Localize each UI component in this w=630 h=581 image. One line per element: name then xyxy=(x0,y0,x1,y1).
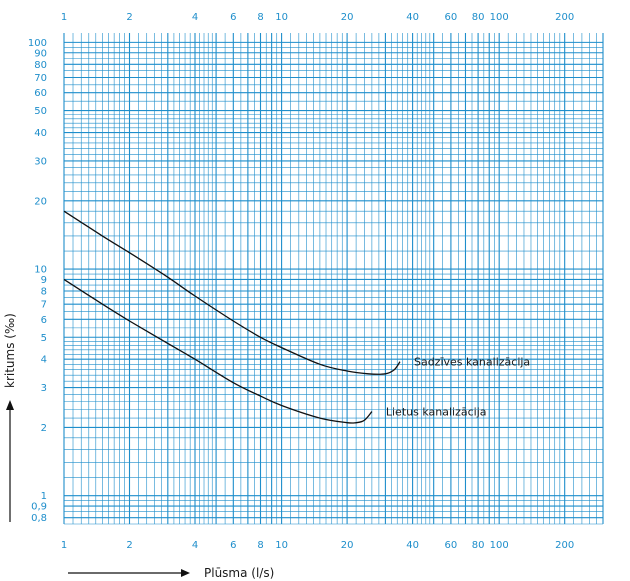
y-tick-label: 2 xyxy=(41,423,47,434)
y-tick-label: 80 xyxy=(34,60,47,71)
x-tick-label: 60 xyxy=(445,540,458,551)
x-tick-label: 60 xyxy=(445,12,458,23)
y-tick-label: 4 xyxy=(41,355,47,366)
series-line-sadzives xyxy=(63,210,401,375)
series-labels: Sadzīves kanalizācija Lietus kanalizācija xyxy=(386,356,530,419)
y-tick-label: 20 xyxy=(34,196,47,207)
y-tick-label: 100 xyxy=(28,38,47,49)
x-tick-label: 8 xyxy=(257,12,263,23)
y-tick-label: 10 xyxy=(34,265,47,276)
y-axis-title: kritums (‰) xyxy=(3,313,17,388)
x-tick-label: 40 xyxy=(406,540,419,551)
y-tick-label: 70 xyxy=(34,73,47,84)
x-tick-labels-top: 1 2 4 6 8 10 20 40 60 80 100 200 xyxy=(61,12,574,23)
y-tick-label: 6 xyxy=(41,315,47,326)
y-tick-label: 9 xyxy=(41,275,47,286)
x-tick-label: 80 xyxy=(472,12,485,23)
x-tick-label: 8 xyxy=(257,540,263,551)
label-sadzives-kanalizacija: Sadzīves kanalizācija xyxy=(414,356,530,369)
x-axis-title-group: Plūsma (l/s) xyxy=(68,566,274,580)
y-tick-label: 3 xyxy=(41,383,47,394)
x-tick-label: 200 xyxy=(555,12,574,23)
x-tick-label: 4 xyxy=(192,12,198,23)
grid xyxy=(63,33,604,525)
x-axis-arrowhead-icon xyxy=(181,569,190,577)
x-tick-label: 100 xyxy=(490,540,509,551)
y-tick-label: 90 xyxy=(34,48,47,59)
y-axis-title-group: kritums (‰) xyxy=(3,313,17,522)
y-tick-label: 7 xyxy=(41,300,47,311)
series-line-lietus xyxy=(63,278,373,424)
series-lines xyxy=(63,210,401,424)
x-tick-label: 10 xyxy=(275,540,288,551)
y-tick-label: 1 xyxy=(41,491,47,502)
y-tick-label: 30 xyxy=(34,156,47,167)
x-tick-label: 1 xyxy=(61,540,67,551)
y-tick-label: 5 xyxy=(41,333,47,344)
x-tick-label: 6 xyxy=(230,12,236,23)
x-axis-title: Plūsma (l/s) xyxy=(204,566,274,580)
x-tick-label: 20 xyxy=(341,540,354,551)
y-tick-label: 60 xyxy=(34,88,47,99)
y-tick-label: 0,8 xyxy=(31,513,47,524)
label-lietus-kanalizacija: Lietus kanalizācija xyxy=(386,406,487,419)
x-tick-label: 1 xyxy=(61,12,67,23)
x-tick-label: 200 xyxy=(555,540,574,551)
y-tick-label: 40 xyxy=(34,128,47,139)
y-tick-label: 0,9 xyxy=(31,502,47,513)
x-tick-label: 2 xyxy=(126,12,132,23)
y-tick-label: 8 xyxy=(41,286,47,297)
x-tick-label: 80 xyxy=(472,540,485,551)
y-tick-label: 50 xyxy=(34,106,47,117)
x-tick-label: 100 xyxy=(490,12,509,23)
x-tick-label: 10 xyxy=(275,12,288,23)
x-tick-label: 20 xyxy=(341,12,354,23)
x-tick-label: 6 xyxy=(230,540,236,551)
x-tick-labels-bottom: 1 2 4 6 8 10 20 40 60 80 100 200 xyxy=(61,540,574,551)
x-tick-label: 2 xyxy=(126,540,132,551)
y-axis-arrowhead-icon xyxy=(6,400,14,410)
x-tick-label: 40 xyxy=(406,12,419,23)
x-tick-label: 4 xyxy=(192,540,198,551)
